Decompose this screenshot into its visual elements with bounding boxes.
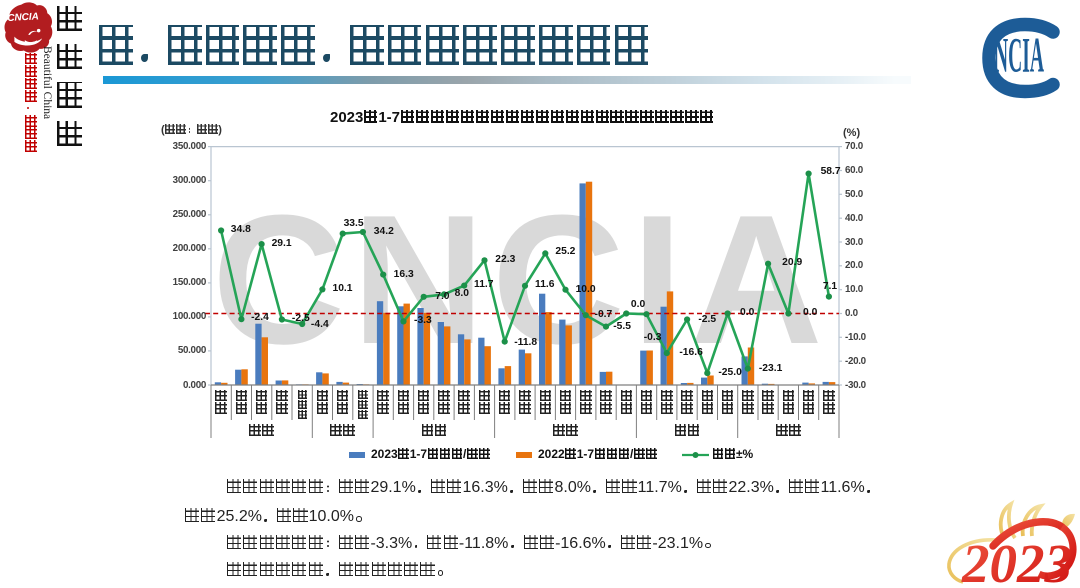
svg-text:CNCIA: CNCIA: [7, 11, 39, 24]
svg-text:2023: 2023: [961, 533, 1072, 588]
svg-text:NCIA: NCIA: [994, 27, 1044, 83]
